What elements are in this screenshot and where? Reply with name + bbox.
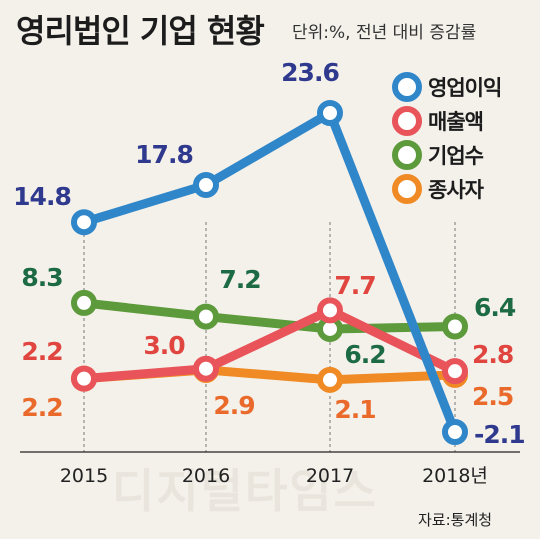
- chart-title: 영리법인 기업 현황: [16, 12, 265, 50]
- x-tick-label-2: 2017: [306, 465, 354, 487]
- legend-marker-employees: [392, 174, 422, 204]
- legend-label-sales: 매출액: [428, 110, 484, 134]
- legend-item-companies: 기업수: [392, 138, 501, 172]
- x-tick-label-1: 2016: [182, 465, 230, 487]
- legend-item-operating-profit: 영업이익: [392, 70, 502, 104]
- series-line-operating-profit: [79, 108, 460, 437]
- data-point-companies-1: [193, 303, 219, 330]
- data-point-operating-profit-1: [193, 171, 219, 198]
- legend-label-companies: 기업수: [428, 144, 484, 168]
- legend-label-employees: 종사자: [428, 178, 484, 202]
- data-label-operating-profit-2: 23.6: [281, 58, 339, 87]
- data-point-companies-0: [71, 289, 97, 316]
- x-tick-label-0: 2015: [60, 465, 108, 487]
- data-label-operating-profit-1: 17.8: [135, 140, 193, 169]
- data-label-employees-2: 2.1: [334, 395, 375, 424]
- data-label-sales-0: 2.2: [21, 337, 62, 366]
- data-point-operating-profit-3: [442, 419, 468, 445]
- data-label-sales-3: 2.8: [472, 340, 513, 369]
- data-label-companies-1: 7.2: [219, 265, 260, 294]
- data-point-companies-3: [442, 313, 468, 340]
- legend-marker-companies: [392, 140, 422, 170]
- data-point-sales-1: [193, 355, 219, 382]
- watermark: 디지털타임스: [112, 464, 378, 518]
- data-point-employees-2: [317, 366, 343, 393]
- data-label-operating-profit-3: -2.1: [474, 420, 525, 449]
- data-label-sales-1: 3.0: [143, 331, 185, 360]
- series-line-companies: [79, 298, 460, 334]
- legend-item-sales: 매출액: [392, 104, 501, 138]
- data-label-operating-profit-0: 14.8: [13, 182, 71, 211]
- legend-item-employees: 종사자: [392, 172, 501, 206]
- data-label-companies-2: 6.2: [344, 340, 385, 369]
- legend-label-operating-profit: 영업이익: [428, 76, 502, 100]
- series-line-sales: [79, 305, 460, 384]
- data-label-companies-0: 8.3: [21, 263, 62, 292]
- data-point-sales-2: [317, 297, 343, 324]
- legend-marker-operating-profit: [392, 72, 422, 102]
- data-label-employees-3: 2.5: [472, 382, 513, 411]
- data-point-sales-3: [442, 358, 468, 385]
- data-label-companies-3: 6.4: [474, 293, 516, 322]
- data-point-operating-profit-2: [317, 100, 343, 126]
- data-label-employees-0: 2.2: [21, 393, 62, 422]
- legend: 영업이익 매출액 기업수 종사자: [392, 70, 502, 206]
- source-note: 자료:통계청: [418, 511, 493, 529]
- data-label-employees-1: 2.9: [213, 391, 254, 420]
- x-tick-label-3: 2018년: [422, 465, 488, 487]
- data-point-sales-0: [71, 365, 97, 392]
- legend-marker-sales: [392, 106, 422, 136]
- chart-subtitle: 단위:%, 전년 대비 증감률: [292, 23, 477, 43]
- data-point-operating-profit-0: [71, 209, 97, 236]
- data-label-sales-2: 7.7: [334, 271, 375, 300]
